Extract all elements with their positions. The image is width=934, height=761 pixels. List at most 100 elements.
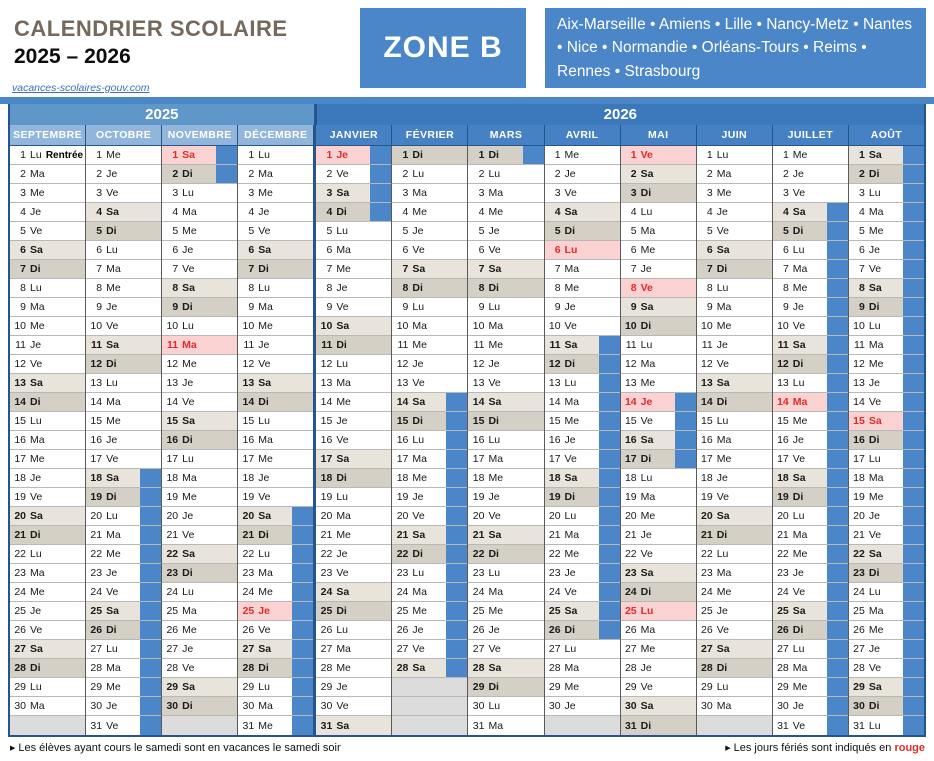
day-cell: 13 Lu <box>772 374 848 393</box>
day-cell <box>544 716 620 735</box>
day-abbrev: Lu <box>336 491 348 503</box>
day-abbrev: Je <box>336 149 348 161</box>
day-number: 6 <box>20 244 26 256</box>
day-cell: 17 Ve <box>544 450 620 469</box>
year-banner-2025: 2025 <box>10 104 317 125</box>
day-cell: 1 Je <box>316 146 392 165</box>
day-cell: 15 Di <box>392 412 468 431</box>
day-abbrev: Ma <box>30 168 45 180</box>
website-link[interactable]: vacances-scolaires-gouv.com <box>12 82 150 94</box>
day-abbrev: Ma <box>182 339 197 351</box>
day-abbrev: Di <box>106 491 117 503</box>
day-cell: 28 Ma <box>544 659 620 678</box>
day-number: 7 <box>20 263 26 275</box>
day-abbrev: Sa <box>792 605 806 617</box>
vacation-strip <box>751 336 772 354</box>
day-number: 3 <box>782 187 789 199</box>
day-cell: 21 Je <box>620 526 696 545</box>
day-abbrev: Sa <box>792 472 806 484</box>
vacation-strip <box>64 697 85 715</box>
day-cell: 11 Je <box>696 336 772 355</box>
day-cell: 17 Me <box>10 450 86 469</box>
day-number: 25 <box>166 605 179 617</box>
day-cell: 25 Me <box>468 602 544 621</box>
vacation-strip <box>523 526 544 544</box>
day-number: 28 <box>472 662 485 674</box>
day-cell: 25 Je <box>238 602 314 621</box>
day-cell: 23 Ve <box>316 564 392 583</box>
day-abbrev: Je <box>258 605 270 617</box>
vacation-strip <box>292 355 313 373</box>
day-abbrev: Ma <box>106 529 121 541</box>
day-abbrev: Sa <box>336 453 350 465</box>
day-number: 16 <box>396 434 409 446</box>
day-number: 26 <box>90 624 103 636</box>
day-number: 9 <box>20 301 26 313</box>
day-cell: 3 Ve <box>544 184 620 203</box>
day-abbrev: Di <box>336 605 347 617</box>
day-cell: 31 Ma <box>468 716 544 735</box>
day-cell: 12 Di <box>772 355 848 374</box>
day-cell: 6 Ma <box>316 241 392 260</box>
day-number: 14 <box>90 396 103 408</box>
day-cell: 17 Di <box>620 450 696 469</box>
vacation-strip <box>675 659 696 677</box>
day-number: 25 <box>701 605 713 617</box>
day-number: 20 <box>14 510 26 522</box>
vacation-strip <box>751 222 772 240</box>
day-cell: 13 Ve <box>468 374 544 393</box>
month-header-février: FÉVRIER <box>391 125 468 145</box>
day-number: 12 <box>548 358 561 370</box>
day-cell: 3 Me <box>238 184 314 203</box>
day-abbrev: Di <box>564 225 576 237</box>
day-abbrev: Lu <box>792 510 805 522</box>
day-number: 6 <box>326 244 333 256</box>
month-header-juillet: JUILLET <box>771 125 848 145</box>
day-cell: 8 Me <box>544 279 620 298</box>
vacation-strip <box>64 450 85 468</box>
day-abbrev: Di <box>182 168 193 180</box>
vacation-strip <box>523 621 544 639</box>
day-number: 12 <box>472 358 485 370</box>
vacation-strip <box>751 545 772 563</box>
day-cell: 22 Lu <box>696 545 772 564</box>
vacation-strip <box>826 450 848 468</box>
day-number: 27 <box>777 643 789 655</box>
vacation-strip <box>826 374 848 392</box>
day-cell: 7 Ma <box>86 260 162 279</box>
day-number: 7 <box>326 263 333 275</box>
day-number: 22 <box>853 548 865 560</box>
day-abbrev: Me <box>716 453 732 465</box>
vacation-strip <box>370 507 391 525</box>
vacation-strip <box>827 146 848 164</box>
day-abbrev: Ma <box>868 339 884 351</box>
vacation-strip <box>902 393 924 411</box>
day-number: 7 <box>478 263 485 275</box>
day-number: 6 <box>402 244 409 256</box>
vacation-strip <box>599 146 620 164</box>
vacation-strip <box>826 355 848 373</box>
vacation-strip <box>751 412 772 430</box>
vacation-strip <box>140 374 161 392</box>
vacation-strip <box>140 545 162 563</box>
day-number: 26 <box>14 624 26 636</box>
day-cell: 18 Sa <box>86 469 162 488</box>
day-number: 1 <box>172 149 179 161</box>
day-cell: 24 Ma <box>392 583 468 602</box>
day-number: 14 <box>320 396 333 408</box>
day-abbrev: Me <box>30 453 45 465</box>
day-number: 11 <box>397 339 409 351</box>
day-number: 14 <box>396 396 409 408</box>
day-number: 29 <box>472 681 485 693</box>
vacation-strip <box>751 279 772 297</box>
vacation-strip <box>523 431 544 449</box>
day-cell: 9 Ma <box>696 298 772 317</box>
day-cell: 21 Ve <box>162 526 238 545</box>
vacation-strip <box>140 355 161 373</box>
day-abbrev: Ma <box>640 358 656 370</box>
day-abbrev: Di <box>30 263 41 275</box>
day-number: 10 <box>242 320 255 332</box>
day-cell: 30 Je <box>86 697 162 716</box>
day-cell: 4 Je <box>10 203 86 222</box>
day-abbrev: Di <box>488 548 499 560</box>
